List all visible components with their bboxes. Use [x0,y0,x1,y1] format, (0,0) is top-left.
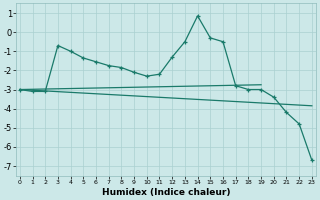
X-axis label: Humidex (Indice chaleur): Humidex (Indice chaleur) [101,188,230,197]
